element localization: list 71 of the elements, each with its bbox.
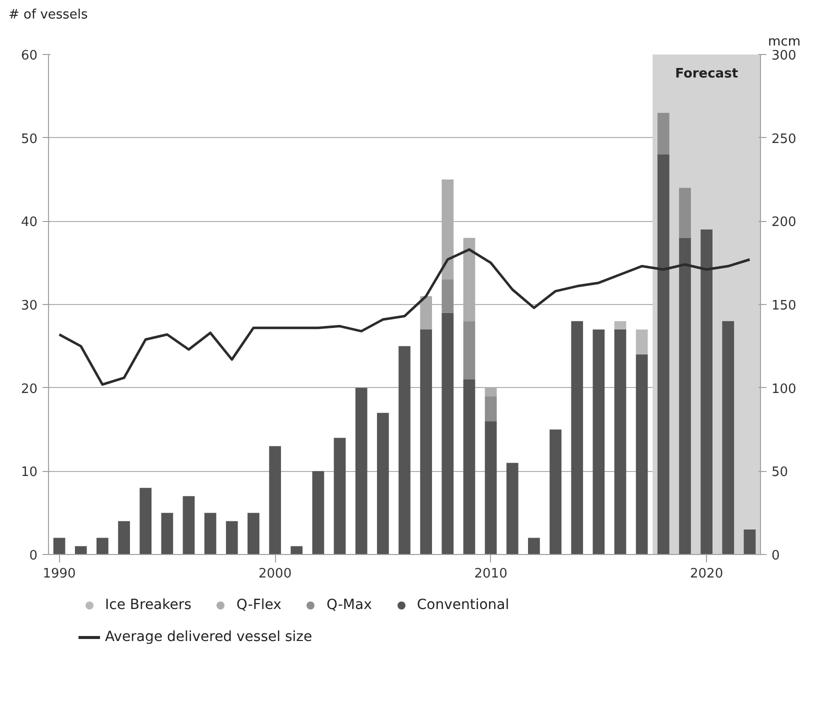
band-label: Forecast (675, 66, 738, 82)
bar (376, 412, 389, 554)
bar (506, 462, 518, 554)
bar (657, 154, 670, 554)
bar (290, 546, 303, 554)
y-tick-label: 60 (20, 48, 38, 64)
y-tick-label: 30 (20, 298, 38, 314)
bar (528, 538, 540, 554)
y-tick-label: 0 (29, 548, 38, 564)
y2-tick-label: 200 (772, 215, 796, 230)
legend-label: Q-Flex (236, 597, 282, 613)
bar (679, 238, 691, 554)
bar (722, 321, 734, 554)
bar (334, 438, 346, 554)
x-tick-label: 1990 (42, 566, 76, 582)
bar (442, 312, 454, 554)
line-series (58, 248, 751, 386)
bar (420, 296, 432, 330)
bar (484, 421, 497, 554)
bar (226, 521, 238, 554)
bar (74, 546, 87, 554)
bar (744, 530, 756, 554)
bar (484, 388, 497, 396)
y2-tick-label: 100 (772, 382, 796, 397)
y2-tick-label: 150 (772, 298, 796, 314)
bar (700, 230, 712, 554)
y2-axis-title: mcm (768, 34, 801, 50)
legend-label: Q-Max (326, 597, 372, 613)
y-tick-label: 10 (20, 465, 38, 480)
y-tick-label: 50 (20, 132, 38, 147)
bar (463, 380, 476, 554)
bar (614, 321, 626, 330)
bar (636, 330, 648, 354)
bar (269, 446, 281, 554)
bar (248, 512, 260, 554)
bar (614, 330, 626, 554)
x-tick-label: 2010 (474, 566, 508, 582)
legend-label: Conventional (416, 597, 510, 613)
bar (571, 321, 584, 554)
bar (161, 512, 174, 554)
x-tick-label: 2020 (690, 566, 724, 582)
bar (182, 496, 195, 554)
bar (118, 521, 130, 554)
bar (463, 238, 476, 322)
bar (96, 538, 108, 554)
x-tick-label: 2000 (258, 566, 292, 582)
y-tick-label: 40 (20, 215, 38, 230)
bar (420, 330, 432, 554)
y-axis-title: # of vessels (8, 8, 88, 22)
bar (592, 330, 605, 554)
bar (679, 188, 691, 238)
bar (355, 388, 368, 554)
bar (204, 512, 216, 554)
bar (463, 321, 476, 380)
bar (53, 538, 66, 554)
bar (398, 346, 410, 554)
bar (442, 180, 454, 280)
bar (636, 354, 648, 554)
y2-tick-label: 250 (772, 132, 796, 147)
bar (312, 471, 324, 554)
bar (140, 488, 152, 554)
bar (550, 430, 562, 554)
legend-label: Average delivered vessel size (105, 629, 312, 645)
legend-label: Ice Breakers (105, 597, 192, 613)
bar (657, 112, 670, 154)
bar (484, 396, 497, 422)
y2-tick-label: 300 (772, 48, 796, 64)
y-tick-label: 20 (20, 382, 38, 397)
y2-tick-label: 0 (772, 548, 780, 564)
bar (442, 280, 454, 313)
y2-tick-label: 50 (772, 465, 788, 480)
